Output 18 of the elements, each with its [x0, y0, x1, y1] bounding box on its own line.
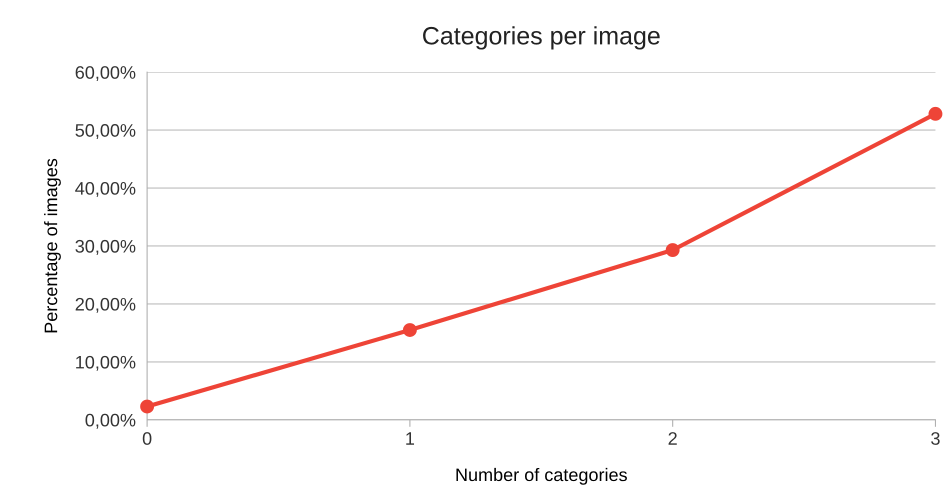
point: [140, 400, 154, 414]
y-tick-label: 40,00%: [75, 182, 136, 197]
point: [666, 243, 680, 257]
y-tick-label: 20,00%: [76, 298, 136, 313]
y-tick-label: 30,00%: [75, 240, 136, 255]
x-tick-label: 3: [931, 432, 940, 445]
x-tick-label: 0: [142, 432, 152, 445]
chart-title: Categories per image: [423, 26, 660, 50]
y-tick-label: 60,00%: [76, 66, 136, 81]
x-tick-label: 1: [406, 432, 414, 445]
y-tick-label: 50,00%: [75, 124, 136, 139]
point: [402, 323, 417, 337]
x-tick-label: 2: [668, 432, 677, 445]
y-tick-label: 10,00%: [76, 356, 136, 371]
x-axis-title: Number of categories: [456, 468, 627, 485]
y-tick-label: 0,00%: [86, 414, 136, 429]
point: [928, 106, 942, 121]
y-axis-title: Percentage of images: [44, 158, 61, 332]
